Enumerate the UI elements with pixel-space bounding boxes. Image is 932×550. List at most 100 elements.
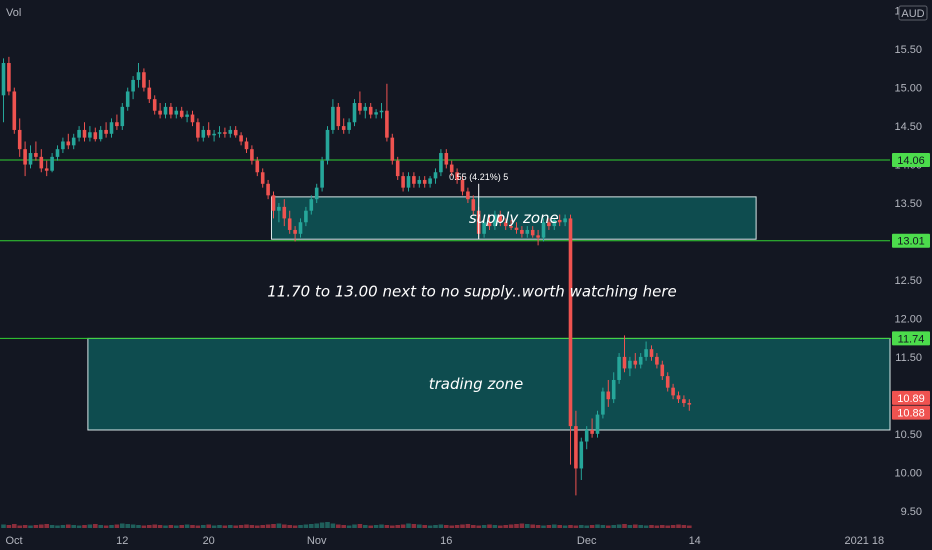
price-axis[interactable]: 9.5010.0010.5011.0011.5012.0012.5013.001… (892, 0, 932, 530)
candle-body (574, 426, 578, 469)
volume-bar (687, 525, 692, 528)
candle-body (314, 187, 319, 200)
candle-body (293, 229, 297, 234)
candle-body (671, 387, 675, 396)
volume-bar (292, 525, 298, 528)
time-axis[interactable]: Oct 12 20 Nov 16 Dec 14 2021 18 (0, 531, 932, 550)
volume-bar (373, 525, 379, 528)
volume-bar (174, 525, 179, 528)
volume-bar (319, 522, 325, 528)
volume-bar (60, 525, 66, 528)
candle-body (655, 356, 659, 365)
volume-bar (411, 524, 417, 528)
candle-body (482, 222, 486, 234)
volume-bar (244, 524, 249, 528)
volume-bar (265, 524, 271, 528)
time-axis-background (0, 531, 932, 550)
volume-bar (55, 525, 60, 528)
candle-body (55, 149, 60, 157)
candle-body (412, 176, 416, 184)
supply-zone-label: supply zone (469, 209, 559, 227)
volume-bar (325, 522, 330, 528)
volume-bar (201, 525, 206, 528)
volume-bar (82, 525, 87, 528)
last-price-tag-label: 10.88 (897, 408, 925, 420)
candle-body (7, 63, 11, 92)
volume-bar (298, 525, 303, 528)
candle-body (250, 149, 254, 161)
price-tick-label: 9.50 (901, 506, 922, 518)
volume-bar (595, 524, 600, 528)
volume-bar (168, 525, 174, 528)
candle-body (385, 110, 389, 138)
candle-body (487, 222, 492, 227)
volume-bar (238, 525, 244, 528)
candle-body (282, 206, 287, 219)
volume-bar (600, 525, 606, 528)
volume-layer (1, 522, 692, 528)
candle-body (287, 218, 292, 230)
volume-bar (147, 525, 152, 528)
candle-body (547, 222, 551, 227)
candle-body (363, 106, 368, 111)
candle-body (298, 222, 303, 234)
volume-bar (589, 525, 595, 528)
candle-body (325, 129, 330, 161)
candle-body (136, 72, 141, 80)
candles-layer (1, 56, 692, 496)
volume-bar (471, 525, 476, 528)
volume-bar (579, 525, 584, 528)
measure-label: 0.55 (4.21%) 5 (449, 172, 508, 182)
candle-body (460, 179, 465, 192)
volume-bar (330, 523, 336, 528)
volume-bar (190, 525, 195, 528)
level-price-tag-label: 11.74 (898, 333, 925, 345)
candle-body (395, 160, 400, 177)
volume-bar (384, 525, 390, 528)
candle-body (158, 110, 162, 115)
annotation-layer: 0.55 (4.21%) 5 supply zone trading zone … (267, 172, 677, 393)
candle-body (169, 106, 173, 115)
candle-body (125, 91, 130, 107)
volume-bar (195, 525, 201, 528)
volume-bar (287, 525, 292, 528)
volume-bar (336, 524, 341, 528)
volume-bar (670, 525, 676, 528)
volume-bar (449, 525, 454, 528)
time-tick-label: Oct (5, 535, 22, 547)
volume-bar (103, 525, 109, 528)
volume-bar (22, 525, 28, 528)
price-tick-label: 12.00 (894, 313, 922, 325)
volume-bar (627, 525, 633, 528)
levels-layer (0, 159, 890, 339)
candle-body (498, 214, 503, 223)
candle-body (23, 149, 27, 165)
candle-body (196, 122, 200, 138)
volume-bar (98, 525, 103, 528)
volume-bar (271, 524, 276, 528)
candle-body (109, 122, 114, 134)
candle-body (255, 160, 260, 173)
annotation-note: 11.70 to 13.00 next to no supply..worth … (267, 283, 677, 301)
candle-body (260, 172, 265, 184)
volume-bar (93, 524, 98, 528)
candle-body (595, 414, 600, 434)
candle-body (466, 191, 470, 200)
candle-body (223, 132, 227, 134)
volume-bar (109, 525, 114, 528)
price-tick-label: 14.50 (894, 121, 922, 133)
time-tick-label: 18 (872, 535, 884, 547)
candle-body (606, 391, 611, 400)
volume-bar (487, 524, 492, 528)
candle-body (406, 176, 411, 188)
volume-bar (184, 524, 190, 528)
candle-body (520, 229, 524, 234)
volume-bar (530, 524, 535, 528)
volume-bar (71, 525, 76, 528)
candle-body (368, 106, 373, 115)
candle-body (622, 356, 627, 369)
candle-body (98, 129, 103, 140)
candle-body (428, 178, 432, 184)
currency-badge[interactable]: AUD (898, 5, 928, 21)
